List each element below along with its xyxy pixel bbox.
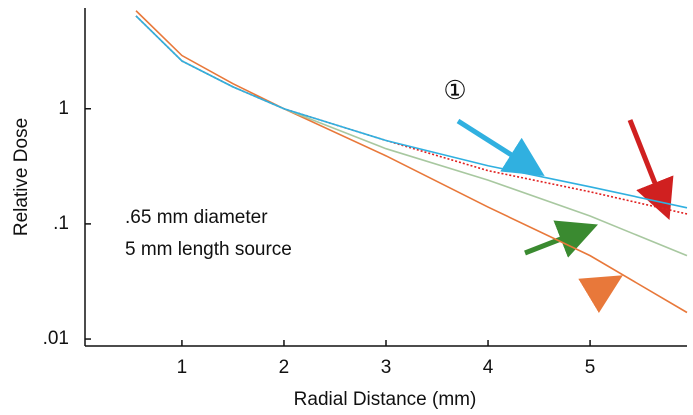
- x-tick-label: 2: [279, 357, 290, 378]
- line-series: [135, 15, 688, 215]
- x-axis-label: Radial Distance (mm): [294, 389, 477, 410]
- annotation: .65 mm diameter: [125, 207, 268, 228]
- y-tick-label: 1: [58, 98, 69, 119]
- arrow: [578, 275, 623, 314]
- annotation-marker: ①: [443, 76, 466, 106]
- x-tick-label: 4: [483, 357, 494, 378]
- x-tick-label: 1: [177, 357, 188, 378]
- arrow: [456, 118, 545, 177]
- x-tick-label: 5: [585, 357, 596, 378]
- x-tick-label: 3: [381, 357, 392, 378]
- annotation: 5 mm length source: [125, 239, 292, 260]
- line-series: [135, 15, 688, 209]
- y-tick-label: .1: [53, 213, 69, 234]
- arrow: [627, 119, 674, 220]
- line-series: [135, 10, 688, 314]
- y-axis-label: Relative Dose: [11, 118, 32, 236]
- y-tick-label: .01: [43, 328, 69, 349]
- arrow: [524, 220, 598, 258]
